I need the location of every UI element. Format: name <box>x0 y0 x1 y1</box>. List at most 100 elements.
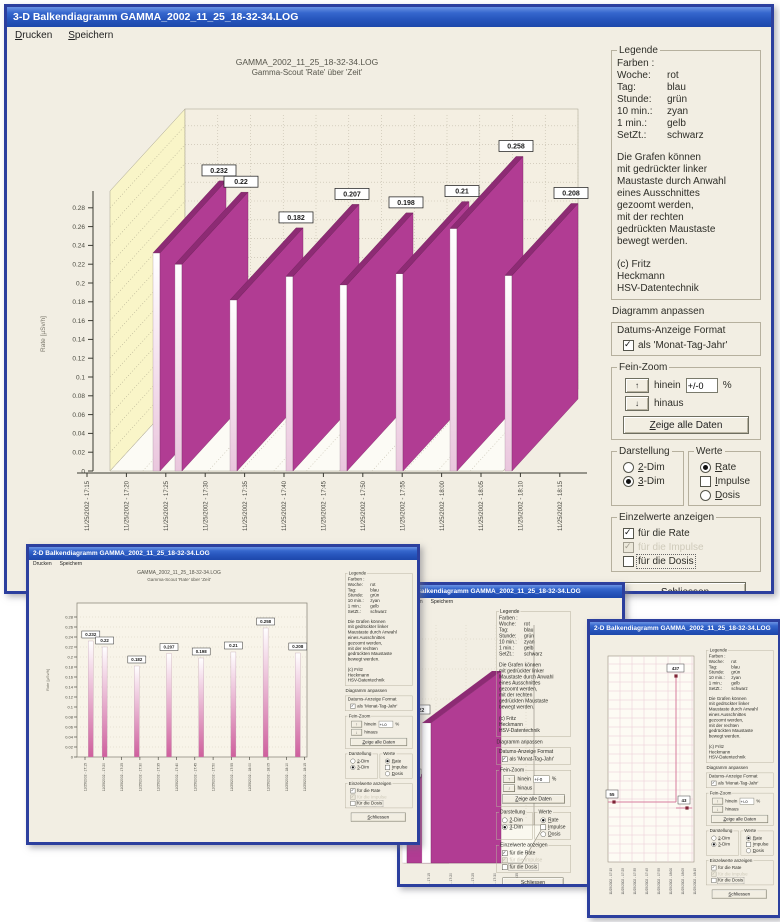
radio-2dim[interactable] <box>350 758 356 764</box>
x-tick-label: 11/25/2002 - 17:50 <box>212 763 216 791</box>
zoom-in-button[interactable]: ↑ <box>503 775 515 783</box>
zoom-in-button[interactable]: ↑ <box>625 378 649 393</box>
control-panel: Legende Farben : Woche: rot Tag: blau Stun… <box>611 45 761 591</box>
zoom-percent-input[interactable] <box>533 775 550 783</box>
zoom-in-button[interactable]: ↑ <box>712 797 724 805</box>
zoom-in-label: hinein <box>654 380 681 391</box>
legend-colors-label: Farben : <box>617 58 655 69</box>
checkbox-impulse[interactable] <box>540 824 546 830</box>
checkbox-rate-values[interactable] <box>502 850 508 856</box>
2d-bar-chart[interactable]: 00.020.040.060.080.10.120.140.160.180.20… <box>35 585 339 845</box>
radio-rate[interactable] <box>385 758 390 764</box>
menu-speichern[interactable]: Speichern <box>68 30 114 41</box>
radio-dosis[interactable] <box>746 848 751 854</box>
date-format-box: Datums-Anzeige Format als 'Monat-Tag-Jah… <box>345 695 413 711</box>
single-values-caption: Einzelwerte anzeigen <box>500 842 548 849</box>
checkbox-impulse[interactable] <box>700 476 711 487</box>
radio-3dim[interactable] <box>350 764 356 770</box>
date-format-checkbox[interactable] <box>711 780 717 786</box>
checkbox-impulse-values[interactable] <box>502 857 508 863</box>
bar-value-label: 0.21 <box>455 189 469 196</box>
show-all-data-button[interactable]: Zeige alle Daten <box>350 737 408 747</box>
close-button[interactable]: Schliessen <box>502 877 564 884</box>
close-button[interactable]: Schliessen <box>711 889 767 899</box>
date-format-checkbox-label: als 'Monat-Tag-Jahr' <box>638 340 728 351</box>
window-titlebar[interactable]: 3-D Balkendiagramm GAMMA_2002_11_25_18-3… <box>400 585 622 598</box>
display-mode-box: Darstellung 2-Dim 3-Dim <box>706 828 739 856</box>
radio-3dim[interactable] <box>623 476 634 487</box>
window-titlebar[interactable]: 3-D Balkendiagramm GAMMA_2002_11_25_18-3… <box>7 7 771 27</box>
x-tick-label: 11/25/2002 - 17:25 <box>164 480 170 531</box>
checkbox-rate-values[interactable] <box>350 788 356 794</box>
bar-2d: 0.258 <box>256 617 275 758</box>
zoom-percent-input[interactable] <box>739 797 755 805</box>
x-tick-label: 11/25/2002 - 17:50 <box>361 480 367 531</box>
checkbox-dosis-values[interactable] <box>623 556 634 567</box>
zoom-percent-input[interactable] <box>378 720 394 728</box>
checkbox-impulse[interactable] <box>385 764 390 770</box>
date-format-box: Datums-Anzeige Format als 'Monat-Tag-Jah… <box>496 747 571 765</box>
data-point-marker <box>685 806 689 810</box>
menu-speichern[interactable]: Speichern <box>59 561 83 567</box>
svg-text:0.08: 0.08 <box>72 393 85 400</box>
radio-dosis[interactable] <box>385 771 390 777</box>
menu-drucken[interactable]: Drucken <box>15 30 53 41</box>
radio-dosis[interactable] <box>700 490 711 501</box>
x-tick-label: 11/25/2002 - 17:25 <box>120 763 124 791</box>
radio-3dim[interactable] <box>711 841 717 847</box>
date-format-box: Datums-Anzeige Format als 'Monat-Tag-Jah… <box>706 772 774 788</box>
checkbox-dosis-values[interactable] <box>711 877 717 883</box>
chart-subtitle: Gamma-Scout 'Rate' über 'Zeit' <box>251 68 363 77</box>
svg-text:0.2: 0.2 <box>76 280 85 287</box>
show-all-data-button[interactable]: Zeige alle Daten <box>502 794 565 804</box>
date-format-checkbox[interactable] <box>502 756 508 762</box>
radio-3dim[interactable] <box>502 824 508 830</box>
close-button[interactable]: Schliessen <box>350 812 406 822</box>
3d-bar-chart[interactable]: 00.020.040.060.080.10.120.140.160.180.20… <box>15 79 610 584</box>
checkbox-dosis-values[interactable] <box>502 864 508 870</box>
window-titlebar[interactable]: 2-D Balkendiagramm GAMMA_2002_11_25_18-3… <box>590 622 778 635</box>
zoom-out-button[interactable]: ↓ <box>625 396 649 411</box>
menu-speichern[interactable]: Speichern <box>430 599 454 605</box>
checkbox-rate-values[interactable] <box>623 527 634 539</box>
2d-line-chart[interactable]: 437 55 43 11/25/2002 - 17:15 11/25/2002 - 17… <box>592 650 722 908</box>
zoom-in-button[interactable]: ↑ <box>351 720 363 728</box>
radio-rate[interactable] <box>540 817 546 823</box>
single-values-box: Einzelwerte anzeigen für die Rate für di… <box>706 858 774 886</box>
svg-text:0: 0 <box>81 468 85 475</box>
window-titlebar[interactable]: 2-D Balkendiagramm GAMMA_2002_11_25_18-3… <box>29 547 417 560</box>
x-tick-label: 11/25/2002 - 17:55 <box>657 868 661 895</box>
svg-text:0.02: 0.02 <box>72 450 85 457</box>
zoom-out-button[interactable]: ↓ <box>351 728 363 736</box>
checkbox-impulse[interactable] <box>746 841 751 847</box>
x-tick-label: 11/25/2002 - 17:15 <box>84 763 88 791</box>
checkbox-rate-values[interactable] <box>711 865 717 871</box>
display-mode-box: Darstellung 2-Dim 3-Dim <box>345 751 378 779</box>
x-tick-label: 11/25/2002 - 18:15 <box>693 868 697 895</box>
checkbox-impulse-values[interactable] <box>623 541 634 553</box>
close-button[interactable]: Schliessen <box>624 582 746 591</box>
zoom-percent-input[interactable] <box>685 378 718 393</box>
date-format-checkbox[interactable] <box>350 703 356 709</box>
radio-rate[interactable] <box>746 835 751 841</box>
radio-2dim[interactable] <box>623 462 634 473</box>
zoom-out-button[interactable]: ↓ <box>712 805 724 813</box>
menu-drucken[interactable]: Drucken <box>33 561 52 567</box>
show-all-data-button[interactable]: Zeige alle Daten <box>711 814 769 824</box>
arrow-down-icon: ↓ <box>635 398 639 408</box>
radio-2dim[interactable] <box>711 835 717 841</box>
radio-rate[interactable] <box>700 462 711 473</box>
client-area: 437 55 43 11/25/2002 - 17:15 11/25/2002 - 17… <box>590 644 778 915</box>
show-all-data-button[interactable]: Zeige alle Daten <box>623 416 749 434</box>
fine-zoom-box: Fein-Zoom ↑ hinein % ↓ hinaus Zeige alle… <box>611 362 761 440</box>
radio-dosis[interactable] <box>540 831 546 837</box>
zoom-out-button[interactable]: ↓ <box>503 784 515 792</box>
checkbox-impulse-values[interactable] <box>350 794 356 800</box>
radio-2dim[interactable] <box>502 817 508 823</box>
date-format-checkbox[interactable] <box>623 339 634 351</box>
svg-text:0.1: 0.1 <box>76 374 85 381</box>
checkbox-dosis-values[interactable] <box>350 800 356 806</box>
checkbox-impulse-values[interactable] <box>711 871 717 877</box>
svg-text:0.02: 0.02 <box>65 745 74 750</box>
